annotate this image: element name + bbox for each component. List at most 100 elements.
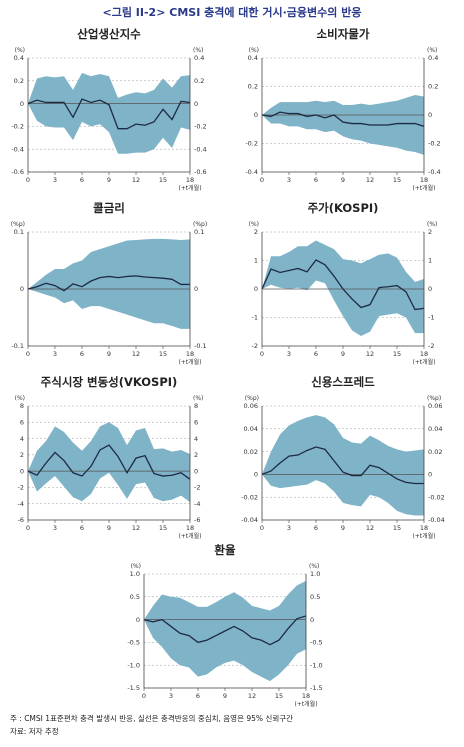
y-tick-label-left: -0.4 [11, 145, 24, 153]
y-tick-label-left: 4 [20, 435, 24, 443]
x-tick-label: 3 [53, 350, 57, 358]
y-tick-label-right: 1 [428, 257, 432, 265]
x-tick-label: 18 [420, 524, 428, 532]
x-tick-label: 9 [341, 524, 345, 532]
y-tick-label-right: 0.1 [194, 228, 204, 236]
chart-svg: 콜금리(%p) (%p)0.1 0.10 0-0.1 -0.10 3 6 9 12 15 18(+t… [11, 201, 207, 366]
y-tick-label-right: -0.1 [194, 342, 207, 350]
y-tick-label-left: 0 [20, 100, 24, 108]
x-axis-label: (+t개월) [178, 184, 201, 192]
y-tick-label-right: -1.5 [310, 684, 323, 692]
x-tick-label: 12 [132, 350, 140, 358]
y-tick-label-right: 0.06 [428, 402, 442, 410]
y-tick-label-right: -0.02 [428, 493, 445, 501]
confidence-band [262, 95, 424, 155]
y-tick-label-left: 0 [254, 471, 258, 479]
y-tick-label-left: -0.1 [11, 342, 24, 350]
y-tick-label-right: 0.4 [194, 54, 204, 62]
y-tick-label-left: 0 [254, 111, 258, 119]
chart-title: 콜금리 [93, 201, 125, 215]
x-tick-label: 18 [186, 350, 194, 358]
y-tick-label-left: -6 [18, 516, 24, 524]
x-tick-label: 18 [186, 524, 194, 532]
x-tick-label: 9 [107, 350, 111, 358]
x-tick-label: 18 [420, 350, 428, 358]
y-tick-label-right: 0 [194, 467, 198, 475]
y-tick-label-left: -0.5 [127, 639, 140, 647]
source-text: 자료: 저자 추정 [10, 727, 59, 736]
y-unit-left: (%) [249, 221, 259, 228]
response-line [143, 615, 307, 646]
x-axis-label: (+t개월) [412, 532, 435, 540]
chart-exchange-rate: 환율 (%) (%) 1.0 1.0 0.5 0.5 0 0 -0.5 -0.5 -1.0 -1.0 -1… [122, 540, 342, 710]
response-line [27, 444, 191, 480]
y-tick-label-left: -0.2 [245, 140, 258, 148]
y-unit-left: (%) [131, 563, 141, 570]
chart-svg: 산업생산지수(%) (%)0.4 0.40.2 0.20 0-0.2 -0.2-0.4 -0… [11, 27, 207, 192]
y-tick-label-right: -4 [194, 500, 200, 508]
y-tick-label-left: 0.2 [14, 77, 24, 85]
x-tick-label: 9 [107, 524, 111, 532]
y-tick-label-left: 2 [20, 451, 24, 459]
x-tick-label: 15 [159, 176, 167, 184]
chart-title: 주식시장 변동성(VKOSPI) [41, 375, 178, 389]
confidence-band [28, 422, 190, 503]
x-tick-label: 6 [80, 350, 84, 358]
x-tick-label: 9 [107, 176, 111, 184]
confidence-band [262, 415, 424, 516]
y-tick-label-right: -1 [428, 314, 434, 322]
y-tick-label-right: -2 [428, 342, 434, 350]
y-tick-label-right: 0.04 [428, 425, 442, 433]
x-tick-label: 6 [314, 524, 318, 532]
y-tick-label-right: 1.0 [310, 570, 320, 578]
x-tick-label: 3 [53, 524, 57, 532]
x-tick-label: 12 [248, 692, 256, 700]
y-unit-right: (%) [193, 47, 203, 54]
y-tick-label-right: 0 [194, 100, 198, 108]
x-tick-label: 6 [80, 524, 84, 532]
y-unit-right: (%) [309, 563, 319, 570]
y-tick-label-right: 8 [194, 402, 198, 410]
chart-svg: 신용스프레드(%p) (%p)0.06 0.060.04 0.040.02 0.020 0… [241, 375, 445, 540]
confidence-band [28, 238, 190, 329]
y-tick-label-right: 0 [428, 111, 432, 119]
y-tick-label-right: -0.5 [310, 639, 323, 647]
y-tick-label-left: -0.02 [241, 493, 258, 501]
x-tick-label: 15 [275, 692, 283, 700]
chart-title: 신용스프레드 [311, 375, 375, 389]
y-tick-label-left: -0.4 [245, 168, 258, 176]
x-tick-label: 18 [420, 176, 428, 184]
chart-vkospi: 주식시장 변동성(VKOSPI) (%) (%) 8 8 6 6 4 4 2 2 0 0 -2 -2 -4 -4… [6, 372, 226, 542]
x-tick-label: 0 [26, 350, 30, 358]
x-tick-label: 15 [159, 524, 167, 532]
response-line [27, 98, 191, 130]
x-tick-label: 6 [196, 692, 200, 700]
y-tick-label-right: -0.6 [194, 168, 207, 176]
chart-title: 산업생산지수 [77, 27, 141, 41]
x-axis-label: (+t개월) [294, 700, 317, 708]
y-tick-label-left: 1 [254, 257, 258, 265]
y-tick-label-right: -0.2 [428, 140, 441, 148]
y-tick-label-right: 6 [194, 418, 198, 426]
y-tick-label-left: -0.6 [11, 168, 24, 176]
y-tick-label-right: 0.2 [194, 77, 204, 85]
y-tick-label-left: 0.4 [248, 54, 258, 62]
y-tick-label-right: 0.2 [428, 83, 438, 91]
y-unit-left: (%p) [11, 221, 25, 228]
response-line [27, 275, 190, 292]
y-tick-label-right: -2 [194, 484, 200, 492]
y-tick-label-left: 6 [20, 418, 24, 426]
x-tick-label: 0 [260, 524, 264, 532]
y-tick-label-left: 1.0 [130, 570, 140, 578]
chart-title: 주가(KOSPI) [308, 201, 379, 215]
y-unit-right: (%p) [427, 395, 441, 402]
x-tick-label: 0 [260, 350, 264, 358]
y-tick-label-left: -4 [18, 500, 24, 508]
x-tick-label: 15 [159, 350, 167, 358]
x-tick-label: 6 [80, 176, 84, 184]
y-tick-label-left: -1 [252, 314, 258, 322]
x-tick-label: 12 [132, 524, 140, 532]
x-tick-label: 15 [393, 524, 401, 532]
x-tick-label: 9 [341, 176, 345, 184]
chart-svg: 소비자물가(%) (%)0.4 0.40.2 0.20 0-0.2 -0.2-0.4 -0.… [245, 27, 441, 192]
